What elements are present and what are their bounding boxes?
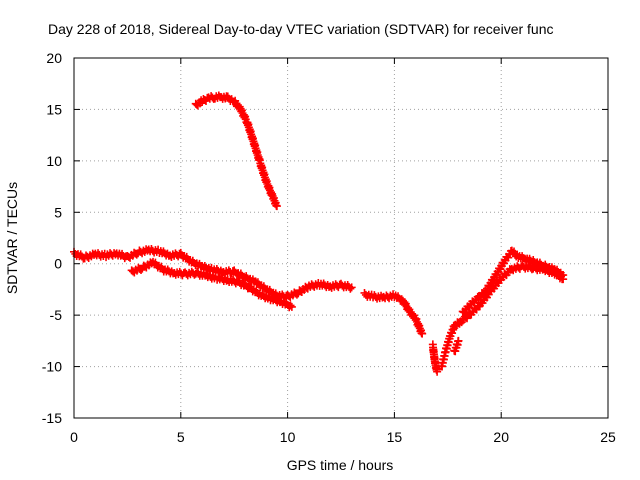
data-point: [559, 271, 568, 280]
x-tick-label: 25: [600, 429, 616, 445]
data-point: [346, 284, 355, 293]
axis-ticks: [73, 57, 609, 419]
x-tick-label: 0: [70, 429, 78, 445]
data-point: [433, 367, 442, 376]
data-points: [70, 91, 568, 376]
y-tick-label: 10: [46, 153, 62, 169]
y-tick-labels: -15 -10 -5 0 5 10 15 20: [42, 50, 62, 426]
x-tick-label: 15: [387, 429, 403, 445]
y-tick-label: 15: [46, 101, 62, 117]
data-point: [347, 283, 356, 292]
x-tick-label: 10: [280, 429, 296, 445]
data-point: [287, 302, 296, 311]
data-point: [272, 202, 281, 211]
plot-frame: [73, 57, 609, 419]
series-segment-f: [437, 261, 568, 371]
data-point: [418, 329, 427, 338]
y-axis-label: SDTVAR / TECUs: [4, 182, 20, 294]
data-point: [132, 250, 141, 259]
y-tick-label: -10: [42, 359, 62, 375]
series-segment-b: [127, 257, 296, 312]
grid-lines: [74, 58, 608, 418]
series-segment-h: [450, 336, 463, 356]
x-tick-label: 5: [177, 429, 185, 445]
data-point: [137, 265, 146, 274]
series-segment-d: [360, 288, 427, 338]
series-segment-a: [70, 245, 356, 302]
y-tick-label: 5: [54, 204, 62, 220]
data-point: [292, 290, 301, 299]
data-point: [454, 336, 463, 345]
series-segment-c: [191, 91, 281, 211]
data-point: [474, 302, 483, 311]
data-point: [286, 301, 295, 310]
chart-title: Day 228 of 2018, Sidereal Day-to-day VTE…: [48, 21, 554, 37]
x-tick-label: 20: [493, 429, 509, 445]
y-tick-label: -5: [50, 307, 63, 323]
x-axis-label: GPS time / hours: [287, 457, 394, 473]
x-tick-labels: 0 5 10 15 20 25: [70, 429, 616, 445]
series-segment-g: [458, 246, 568, 317]
y-tick-label: 20: [46, 50, 62, 66]
y-tick-label: -15: [42, 410, 62, 426]
y-tick-label: 0: [54, 256, 62, 272]
series-segment-e: [428, 340, 442, 376]
